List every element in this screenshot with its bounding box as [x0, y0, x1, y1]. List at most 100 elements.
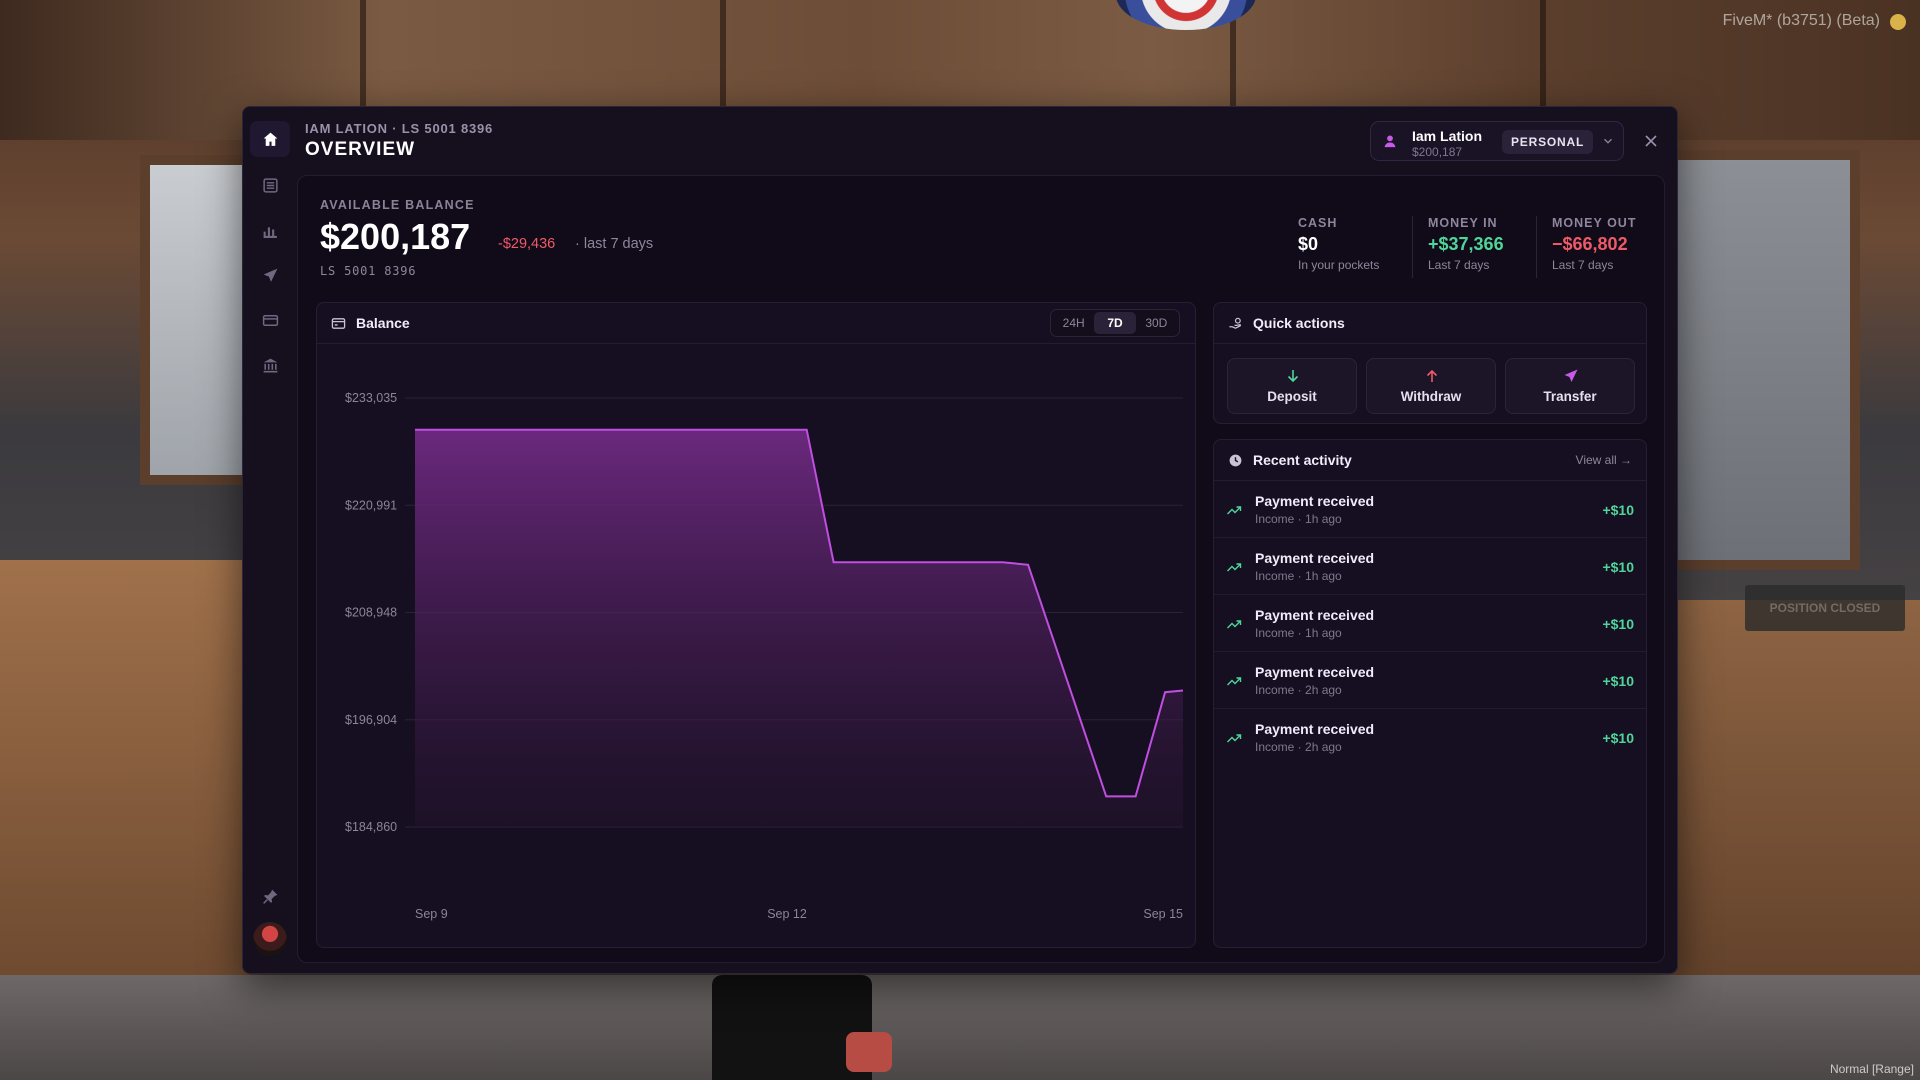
background-plank — [720, 0, 726, 140]
background-counter — [0, 560, 250, 980]
avatar[interactable] — [253, 922, 287, 956]
activity-item[interactable]: Payment received Income · 2h ago +$10 — [1214, 652, 1646, 709]
time-range-selector: 24H 7D 30D — [1050, 309, 1180, 337]
stat-divider — [1536, 216, 1537, 278]
withdraw-label: Withdraw — [1400, 389, 1462, 404]
y-tick-label: $184,860 — [345, 820, 397, 834]
stat-money-out: MONEY OUT −$66,802 Last 7 days — [1552, 216, 1636, 278]
account-selector[interactable]: Iam Lation $200,187 PERSONAL — [1370, 121, 1624, 161]
card-icon — [262, 314, 278, 326]
close-icon — [1645, 135, 1657, 147]
row-separator — [1214, 537, 1646, 538]
background-floor — [0, 975, 1920, 1080]
recent-activity-title: Recent activity — [1253, 452, 1352, 468]
account-breadcrumb: IAM LATION · LS 5001 8396 — [305, 121, 494, 136]
home-icon — [263, 132, 277, 146]
stat-money-in: MONEY IN +$37,366 Last 7 days — [1428, 216, 1504, 278]
wallet-icon — [331, 318, 346, 329]
background-plank — [360, 0, 366, 140]
deposit-button[interactable]: Deposit — [1227, 358, 1357, 414]
trending-up-icon — [1227, 563, 1242, 572]
send-icon — [1564, 369, 1578, 382]
overview-content: AVAILABLE BALANCE $200,187 -$29,436 · la… — [297, 175, 1665, 963]
x-tick-label: Sep 9 — [415, 907, 448, 921]
stat-cash: CASH $0 In your pockets — [1298, 216, 1379, 278]
background-counter — [1670, 600, 1920, 1020]
sidebar-pin-button[interactable] — [250, 878, 290, 914]
arrow-up-icon — [1426, 369, 1438, 382]
balance-change-period: · last 7 days — [575, 236, 654, 252]
user-icon — [1384, 135, 1396, 148]
activity-item[interactable]: Payment received Income · 2h ago +$10 — [1214, 709, 1646, 766]
balance-line — [415, 428, 1184, 798]
sidebar-item-cards[interactable] — [250, 302, 290, 338]
chart-icon — [263, 226, 277, 238]
activity-item[interactable]: Payment received Income · 1h ago +$10 — [1214, 595, 1646, 652]
activity-title: Payment received — [1255, 721, 1375, 737]
sidebar-item-transfer[interactable] — [250, 257, 290, 293]
quick-actions-title: Quick actions — [1253, 315, 1345, 331]
recent-activity-panel: Recent activity View all → Payment recei… — [1213, 439, 1647, 948]
balance-panel: Balance 24H 7D 30D $233,035 $220,991 $208,… — [316, 302, 1196, 948]
sidebar — [243, 107, 297, 973]
activity-amount: +$10 — [1602, 673, 1634, 689]
panel-divider — [317, 343, 1195, 344]
activity-title: Payment received — [1255, 607, 1375, 623]
page-title: OVERVIEW — [305, 139, 416, 160]
stat-label: MONEY OUT — [1552, 216, 1637, 230]
account-holder-name: Iam Lation — [1412, 128, 1483, 144]
send-icon — [263, 268, 277, 282]
stat-value: $0 — [1298, 234, 1319, 254]
sidebar-item-transactions[interactable] — [250, 167, 290, 203]
activity-item[interactable]: Payment received Income · 1h ago +$10 — [1214, 538, 1646, 595]
account-type-badge: PERSONAL — [1502, 130, 1594, 154]
background-plank — [1230, 0, 1236, 140]
activity-amount: +$10 — [1602, 616, 1634, 632]
range-24h-button[interactable]: 24H — [1062, 316, 1085, 330]
position-closed-sign: POSITION CLOSED — [1745, 585, 1905, 631]
available-balance-label: AVAILABLE BALANCE — [320, 198, 475, 212]
transfer-label: Transfer — [1543, 389, 1597, 404]
player-character — [712, 975, 872, 1080]
y-tick-label: $220,991 — [345, 498, 397, 512]
y-tick-label: $233,035 — [345, 391, 397, 405]
stat-divider — [1412, 216, 1413, 278]
sidebar-item-bank[interactable] — [250, 347, 290, 383]
range-7d-button[interactable]: 7D — [1094, 312, 1136, 334]
transactions-icon — [262, 177, 278, 193]
transfer-button[interactable]: Transfer — [1505, 358, 1635, 414]
stat-note: In your pockets — [1298, 258, 1380, 272]
trending-up-icon — [1227, 677, 1242, 686]
balance-change: -$29,436 — [498, 236, 556, 252]
voice-mode-label: Normal [Range] — [1829, 1062, 1914, 1076]
close-button[interactable] — [1639, 129, 1663, 153]
stat-note: Last 7 days — [1552, 258, 1614, 272]
panel-divider — [1214, 343, 1646, 344]
y-tick-label: $196,904 — [345, 713, 397, 727]
deposit-label: Deposit — [1267, 389, 1317, 404]
sidebar-item-home[interactable] — [250, 121, 290, 157]
background-plank — [1540, 0, 1546, 140]
x-tick-label: Sep 12 — [767, 907, 807, 921]
withdraw-button[interactable]: Withdraw — [1366, 358, 1496, 414]
stat-value: −$66,802 — [1552, 234, 1628, 254]
activity-title: Payment received — [1255, 550, 1375, 566]
activity-title: Payment received — [1255, 493, 1375, 509]
client-status-icon — [1890, 14, 1906, 30]
range-30d-button[interactable]: 30D — [1145, 316, 1168, 330]
account-selector-balance: $200,187 — [1412, 145, 1463, 159]
trending-up-icon — [1227, 506, 1242, 515]
activity-meta: Income · 1h ago — [1255, 626, 1342, 640]
clock-icon — [1229, 454, 1242, 467]
y-tick-label: $208,948 — [345, 606, 397, 620]
x-tick-label: Sep 15 — [1143, 907, 1183, 921]
arrow-down-icon — [1287, 370, 1299, 383]
stat-note: Last 7 days — [1428, 258, 1490, 272]
bank-icon — [263, 358, 277, 372]
sidebar-item-analytics[interactable] — [250, 212, 290, 248]
player-shoe — [846, 1032, 892, 1072]
activity-meta: Income · 1h ago — [1255, 569, 1342, 583]
view-all-link[interactable]: View all → — [1575, 453, 1632, 467]
activity-item[interactable]: Payment received Income · 1h ago +$10 — [1214, 481, 1646, 538]
row-separator — [1214, 708, 1646, 709]
